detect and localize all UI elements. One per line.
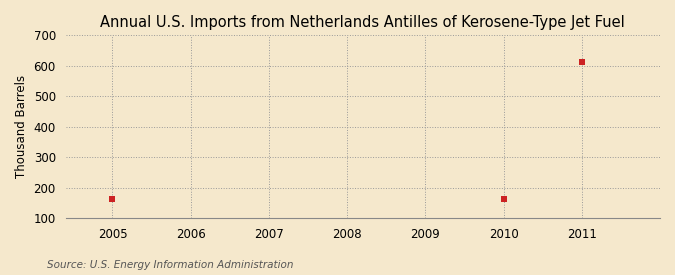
Point [576,60,587,65]
Y-axis label: Thousand Barrels: Thousand Barrels [15,75,28,178]
Point [107,197,118,202]
Point [498,197,509,202]
Title: Annual U.S. Imports from Netherlands Antilles of Kerosene-Type Jet Fuel: Annual U.S. Imports from Netherlands Ant… [101,15,625,30]
Text: Source: U.S. Energy Information Administration: Source: U.S. Energy Information Administ… [47,260,294,270]
